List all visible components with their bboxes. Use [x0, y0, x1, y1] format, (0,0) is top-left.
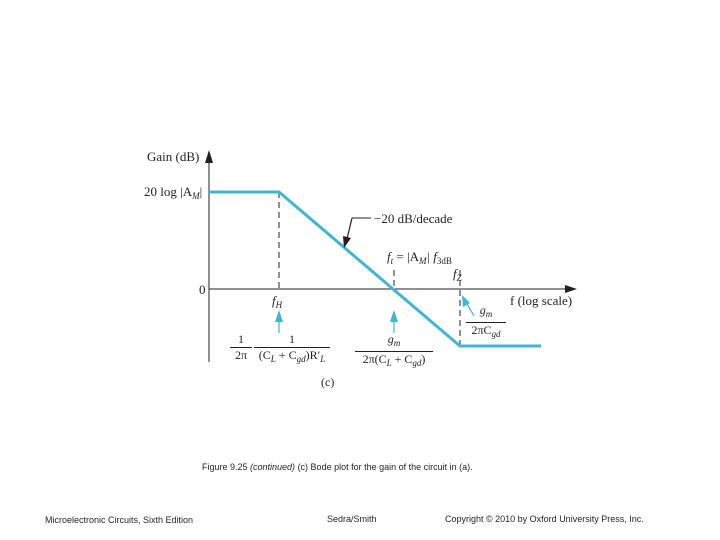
fz-label: fZ — [453, 266, 462, 283]
x-axis-label: f (log scale) — [510, 293, 573, 308]
y-axis-label: Gain (dB) — [147, 149, 200, 164]
ft-f: f — [387, 249, 391, 264]
fz-expr-num: gm — [466, 304, 506, 321]
footer-authors: Sedra/Smith — [327, 514, 377, 524]
ft-eq-sub: M — [418, 256, 427, 266]
mid-band-gain-label: 20 log |AM| — [144, 184, 202, 201]
fz-f: f — [453, 266, 457, 281]
fz-expr: gm 2πCgd — [466, 304, 506, 341]
ft-expr-den: 2π(CL + Cgd) — [355, 353, 433, 370]
ft-label: ft = |AM| f3dB — [387, 249, 452, 266]
ft-arrow-head — [390, 310, 398, 322]
part-label: (c) — [321, 375, 335, 389]
ft-eq: = |A — [393, 249, 419, 264]
fh-f: f — [272, 293, 276, 308]
fh-expr-frac2: 1 (CL + Cgd)R′L — [254, 333, 330, 366]
ft-expr-den-sub1: L — [386, 358, 392, 368]
zero-label: 0 — [199, 282, 206, 297]
fh-sub: H — [275, 300, 283, 310]
fh-expr-frac2-den: (CL + Cgd)R′L — [254, 349, 330, 366]
footer-book-title: Microelectronic Circuits, Sixth Edition — [45, 515, 194, 525]
ft-eq-sub2: 3dB — [436, 256, 452, 266]
ft-expr-num: gm — [355, 333, 433, 350]
fh-expr-den-end: )R′ — [305, 348, 321, 362]
fz-expr-num-sub: m — [485, 309, 493, 319]
fh-expr-den-a: (C — [258, 348, 271, 362]
slope-label: −20 dB/decade — [374, 211, 453, 226]
fh-label: fH — [272, 293, 282, 310]
fz-expr-den: 2πCgd — [466, 324, 506, 341]
ft-expr-num-g: g — [387, 332, 394, 346]
mid-band-gain-sub: M — [192, 191, 200, 201]
y-axis-arrow — [205, 150, 213, 163]
caption-suffix: (c) Bode plot for the gain of the circui… — [295, 462, 473, 472]
slope-arrow-head — [343, 236, 351, 248]
fh-expr-frac1: 1 2π — [230, 333, 252, 362]
mid-band-gain-text: 20 log |A — [144, 184, 193, 199]
fh-expr-den-sub1: L — [270, 354, 276, 364]
fz-expr-den-a: 2πC — [471, 323, 492, 337]
fh-arrow-head — [275, 310, 283, 322]
ft-sub: t — [390, 256, 394, 266]
fz-expr-den-sub: gd — [491, 329, 501, 339]
fh-expr-den-sub2: gd — [296, 354, 306, 364]
ft-eq-close: | f — [426, 249, 437, 264]
fz-sub: Z — [456, 273, 462, 283]
fh-expr-den-mid: + C — [275, 348, 297, 362]
fz-expr-num-g: g — [479, 303, 486, 317]
fh-expr-den-sub3: L — [320, 354, 326, 364]
caption-prefix: Figure 9.25 — [202, 462, 251, 472]
ft-expr-num-sub: m — [393, 338, 401, 348]
fh-expr-frac1-num: 1 — [238, 332, 244, 346]
ft-expr: gm 2π(CL + Cgd) — [355, 333, 433, 370]
ft-expr-den-end: ) — [421, 352, 426, 366]
figure-caption: Figure 9.25 (continued) (c) Bode plot fo… — [202, 462, 473, 472]
fh-expr-frac2-num: 1 — [289, 332, 295, 346]
ft-expr-den-a: 2π(C — [362, 352, 387, 366]
x-axis-arrow — [565, 285, 577, 293]
ft-expr-den-mid: + C — [391, 352, 413, 366]
slope-arrow-shaft — [346, 217, 353, 240]
gain-curve — [209, 190, 541, 348]
mid-band-gain-close: | — [199, 184, 203, 199]
fz-arrow-head — [462, 295, 470, 307]
caption-italic: (continued) — [250, 462, 296, 472]
ft-expr-den-sub2: gd — [412, 358, 422, 368]
fh-expr-frac1-den: 2π — [234, 348, 248, 362]
footer-copyright: Copyright © 2010 by Oxford University Pr… — [445, 514, 644, 524]
